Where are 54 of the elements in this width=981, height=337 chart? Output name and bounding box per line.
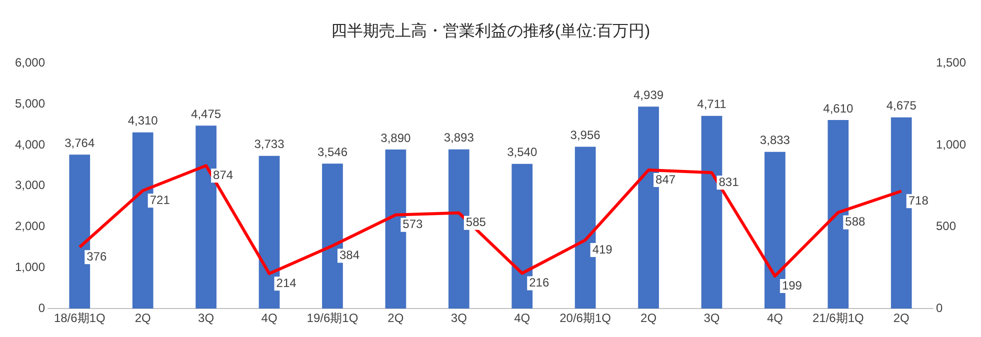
data-label: 3,890 <box>380 130 412 145</box>
x-tick-label: 3Q <box>198 311 214 326</box>
data-label: 384 <box>339 248 360 262</box>
data-label: 718 <box>908 193 929 208</box>
data-label: 573 <box>402 217 424 232</box>
y-tick-label: 0 <box>38 300 46 315</box>
x-tick-label: 2Q <box>388 311 404 326</box>
data-label: 874 <box>213 168 234 182</box>
data-label: 3,540 <box>507 145 538 160</box>
x-tick-label: 4Q <box>766 311 783 326</box>
data-label: 4,711 <box>697 97 727 112</box>
data-label: 831 <box>718 174 740 189</box>
data-label: 199 <box>782 278 802 292</box>
x-tick-label: 19/6期1Q <box>306 311 358 326</box>
data-label: 585 <box>466 215 486 230</box>
x-tick-label: 18/6期1Q <box>54 311 106 326</box>
y-tick-label: 1,000 <box>15 260 46 274</box>
data-label: 4,939 <box>634 88 664 102</box>
x-tick-label: 2Q <box>134 311 151 326</box>
data-label: 214 <box>276 276 297 290</box>
data-label: 721 <box>150 192 170 207</box>
data-label: 216 <box>529 276 550 290</box>
y2-tick-label: 0 <box>936 300 943 315</box>
data-label: 588 <box>845 214 866 229</box>
data-label: 3,833 <box>760 133 790 148</box>
data-label: 4,475 <box>191 106 222 121</box>
data-label: 3,546 <box>317 144 348 159</box>
x-tick-label: 4Q <box>261 311 278 326</box>
y-tick-label: 4,000 <box>15 137 46 152</box>
x-tick-label: 20/6期1Q <box>560 311 612 326</box>
y-tick-label: 5,000 <box>15 96 46 110</box>
x-tick-label: 2Q <box>893 311 910 326</box>
data-label: 3,733 <box>254 137 285 152</box>
x-tick-label: 3Q <box>450 311 467 326</box>
x-tick-label: 2Q <box>640 311 657 326</box>
data-label: 3,956 <box>570 128 601 142</box>
x-tick-label: 4Q <box>514 311 530 326</box>
data-label: 419 <box>592 242 613 256</box>
y-tick-label: 3,000 <box>15 178 46 192</box>
data-label: 3,764 <box>64 136 95 150</box>
chart-title: 四半期売上高・営業利益の推移(単位:百万円) <box>330 22 650 40</box>
y2-tick-label: 500 <box>936 219 956 234</box>
x-tick-label: 21/6期1Q <box>812 311 864 326</box>
data-label: 4,310 <box>128 114 158 128</box>
data-label: 376 <box>86 249 107 264</box>
data-label: 3,893 <box>444 130 474 145</box>
data-label: 4,610 <box>823 101 854 116</box>
x-tick-label: 3Q <box>704 311 720 326</box>
y2-tick-label: 1,000 <box>936 137 966 152</box>
y-tick-label: 2,000 <box>15 219 46 234</box>
y-tick-label: 6,000 <box>15 56 46 70</box>
data-label: 4,675 <box>886 98 917 113</box>
y2-tick-label: 1,500 <box>936 56 966 70</box>
data-label: 847 <box>656 172 676 186</box>
